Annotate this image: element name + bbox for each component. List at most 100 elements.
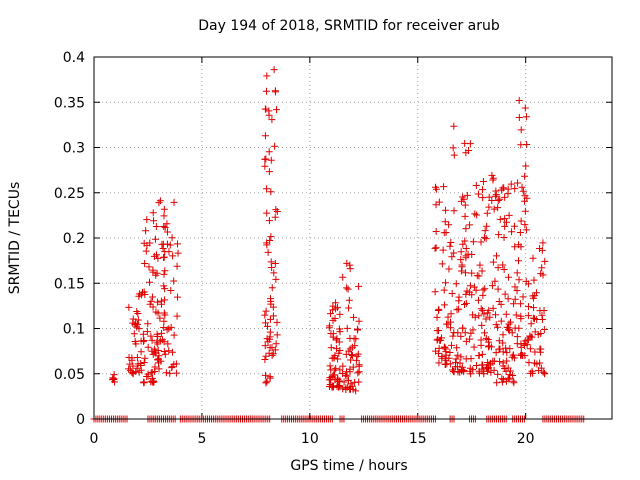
- data-point: [492, 191, 500, 199]
- data-point: [450, 151, 458, 159]
- data-point: [460, 300, 468, 308]
- data-point: [269, 312, 277, 320]
- data-point: [132, 340, 140, 348]
- data-point: [271, 142, 279, 150]
- data-point: [515, 324, 523, 332]
- data-point: [125, 303, 133, 311]
- data-point: [270, 66, 278, 74]
- data-point: [140, 336, 148, 344]
- data-point: [448, 253, 456, 261]
- data-point: [262, 87, 270, 95]
- data-point: [497, 300, 505, 308]
- data-point: [262, 105, 270, 113]
- data-point: [521, 221, 529, 229]
- y-tick-label: 0.4: [63, 50, 85, 66]
- data-point: [530, 276, 538, 284]
- marker-layer: [109, 66, 549, 395]
- data-point: [509, 351, 517, 359]
- data-point: [267, 188, 275, 196]
- data-point: [168, 234, 176, 242]
- data-point: [461, 201, 469, 209]
- data-point: [167, 287, 175, 295]
- data-point: [327, 376, 335, 384]
- data-point: [501, 290, 509, 298]
- data-point: [475, 312, 483, 320]
- data-point: [149, 379, 157, 387]
- data-point: [447, 310, 455, 318]
- data-point: [355, 361, 363, 369]
- data-point: [451, 363, 459, 371]
- data-point: [525, 359, 533, 367]
- data-point: [327, 344, 335, 352]
- data-point: [166, 369, 174, 377]
- data-point: [470, 343, 478, 351]
- data-point: [501, 222, 509, 230]
- data-point: [453, 306, 461, 314]
- data-point: [536, 348, 544, 356]
- data-point: [159, 244, 167, 252]
- data-point: [160, 270, 168, 278]
- data-point: [139, 330, 147, 338]
- data-point: [488, 282, 496, 290]
- data-point: [524, 280, 532, 288]
- data-point: [143, 216, 151, 224]
- data-point: [432, 244, 440, 252]
- data-point: [438, 260, 446, 268]
- data-point: [160, 212, 168, 220]
- data-point: [338, 369, 346, 377]
- data-point: [475, 352, 483, 360]
- data-point: [532, 289, 540, 297]
- data-point: [523, 341, 531, 349]
- y-tick-label: 0.35: [54, 95, 85, 111]
- y-tick-label: 0.05: [54, 367, 85, 383]
- data-point: [471, 210, 479, 218]
- data-point: [271, 213, 279, 221]
- data-point: [172, 360, 180, 368]
- data-point: [268, 351, 276, 359]
- data-point: [343, 284, 351, 292]
- data-point: [519, 187, 527, 195]
- data-point: [525, 303, 533, 311]
- y-tick-label: 0: [76, 412, 85, 428]
- data-point: [433, 313, 441, 321]
- data-point: [158, 329, 166, 337]
- data-point: [263, 185, 271, 193]
- data-point: [472, 182, 480, 190]
- data-point: [462, 149, 470, 157]
- data-point: [157, 357, 165, 365]
- data-point: [540, 306, 548, 314]
- data-point: [512, 311, 520, 319]
- data-point: [269, 350, 277, 358]
- data-point: [262, 371, 270, 379]
- data-point: [521, 104, 529, 112]
- data-point: [493, 379, 501, 387]
- data-point: [496, 345, 504, 353]
- y-tick-label: 0.15: [54, 276, 85, 292]
- data-point: [467, 329, 475, 337]
- data-point: [265, 148, 273, 156]
- data-point: [483, 209, 491, 217]
- data-point: [496, 215, 504, 223]
- data-point: [457, 256, 465, 264]
- data-point: [266, 373, 274, 381]
- data-point: [165, 347, 173, 355]
- data-point: [154, 309, 162, 317]
- data-point: [334, 375, 342, 383]
- data-point: [503, 357, 511, 365]
- data-point: [434, 306, 442, 314]
- data-point: [461, 237, 469, 245]
- data-point: [516, 228, 524, 236]
- data-point: [515, 276, 523, 284]
- data-point: [501, 193, 509, 201]
- data-point: [501, 215, 509, 223]
- data-point: [110, 375, 118, 383]
- data-point: [517, 126, 525, 134]
- data-point: [266, 333, 274, 341]
- data-point: [462, 299, 470, 307]
- data-point: [523, 194, 531, 202]
- data-point: [350, 313, 358, 321]
- data-point: [261, 132, 269, 140]
- data-point: [482, 334, 490, 342]
- data-point: [474, 190, 482, 198]
- y-tick-label: 0.1: [63, 322, 85, 338]
